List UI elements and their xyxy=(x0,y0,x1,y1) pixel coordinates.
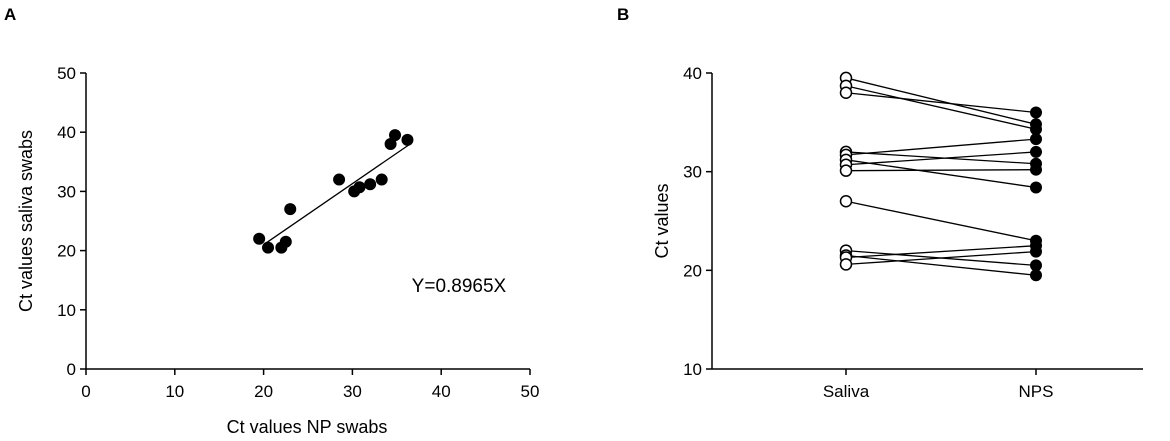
data-point xyxy=(253,232,266,245)
y-tick-label: 40 xyxy=(57,123,76,142)
panel-b-points xyxy=(839,71,1042,282)
pair-line xyxy=(845,200,1037,242)
panel-b: B Saliva NPS 10 20 30 40 Ct values xyxy=(617,5,1143,401)
nps-point xyxy=(1030,269,1042,282)
panel-a-equation: Y=0.8965X xyxy=(412,276,507,297)
panel-a: A 0 10 20 30 40 50 0 10 20 30 40 50 Y=0.8965X Ct v… xyxy=(4,5,539,437)
x-tick-label: 20 xyxy=(254,382,273,401)
nps-point xyxy=(1030,123,1042,136)
panel-b-pair-lines xyxy=(845,77,1037,276)
data-point xyxy=(384,138,397,151)
x-tick-label: 10 xyxy=(165,382,184,401)
pair-line xyxy=(845,77,1037,125)
panel-a-label: A xyxy=(4,5,16,24)
x-tick-label: 0 xyxy=(81,382,90,401)
pair-line xyxy=(845,169,1037,172)
pair-line xyxy=(845,92,1037,114)
data-point xyxy=(279,235,292,248)
nps-point xyxy=(1030,106,1042,119)
panel-a-points xyxy=(253,129,414,254)
data-point xyxy=(353,181,366,194)
saliva-point xyxy=(839,86,853,99)
nps-point xyxy=(1030,145,1042,158)
x-tick-label: 30 xyxy=(343,382,362,401)
pair-line xyxy=(845,254,1037,276)
pair-line xyxy=(845,138,1037,156)
y-tick-label: 30 xyxy=(57,182,76,201)
nps-point xyxy=(1030,133,1042,146)
data-point xyxy=(262,241,275,254)
y-tick-label: 40 xyxy=(683,64,702,83)
panel-b-x-ticks: Saliva NPS xyxy=(823,369,1054,401)
y-tick-label: 10 xyxy=(57,301,76,320)
y-tick-label: 20 xyxy=(683,261,702,280)
panel-a-y-axis-title: Ct values saliva swabs xyxy=(16,130,36,312)
y-tick-label: 50 xyxy=(57,64,76,83)
saliva-point xyxy=(839,195,853,208)
x-category-label: NPS xyxy=(1019,382,1054,401)
nps-point xyxy=(1030,259,1042,272)
nps-point xyxy=(1030,163,1042,176)
panel-a-x-ticks: 0 10 20 30 40 50 xyxy=(81,369,539,401)
panel-a-fit-line xyxy=(263,144,409,246)
x-tick-label: 40 xyxy=(432,382,451,401)
y-tick-label: 20 xyxy=(57,242,76,261)
x-category-label: Saliva xyxy=(823,382,870,401)
data-point xyxy=(284,203,297,216)
nps-point xyxy=(1030,245,1042,258)
data-point xyxy=(375,173,388,186)
data-point xyxy=(333,173,346,186)
pair-line xyxy=(845,250,1037,266)
saliva-point xyxy=(839,258,853,271)
panel-b-y-axis-title: Ct values xyxy=(652,183,672,258)
data-point xyxy=(364,178,377,191)
nps-point xyxy=(1030,181,1042,194)
data-point xyxy=(401,133,414,146)
y-tick-label: 0 xyxy=(67,360,76,379)
pair-line xyxy=(845,245,1037,259)
y-tick-label: 10 xyxy=(683,360,702,379)
x-tick-label: 50 xyxy=(521,382,540,401)
pair-line xyxy=(845,159,1037,189)
data-point xyxy=(389,129,402,142)
panel-a-y-ticks: 0 10 20 30 40 50 xyxy=(57,64,86,379)
panel-b-y-ticks: 10 20 30 40 xyxy=(683,64,712,379)
pair-line xyxy=(845,151,1037,166)
pair-line xyxy=(845,85,1037,130)
panel-a-x-axis-title: Ct values NP swabs xyxy=(227,417,388,437)
y-tick-label: 30 xyxy=(683,163,702,182)
saliva-point xyxy=(839,164,853,177)
panel-b-label: B xyxy=(617,5,629,24)
